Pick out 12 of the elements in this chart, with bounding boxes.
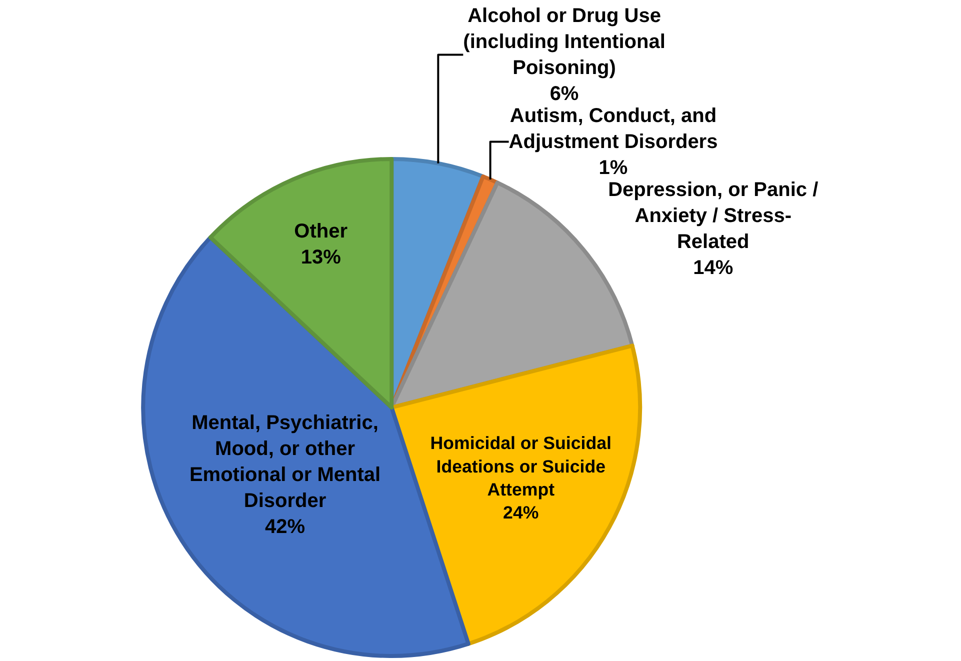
data-label: 13% (300, 246, 342, 268)
data-label: 42% (265, 516, 306, 538)
slice-label: Depression, or Panic / Anxiety / Stress-Related (608, 178, 819, 253)
data-label: 24% (503, 502, 539, 523)
slice-label: Homicidal or Suicidal Ideations or Suicide Attempt (430, 433, 612, 500)
slice-label: Autism, Conduct, and Adjustment Disorders (508, 104, 718, 153)
data-label: 14% (693, 256, 734, 279)
slice-label: Alcohol or Drug Use (including Intentional Poisoning) (463, 4, 666, 79)
slice-label: Other (294, 220, 348, 242)
slice-label: Mental, Psychiatric, Mood, or other Emotional or Mental Disorder (189, 412, 381, 512)
data-label: 6% (550, 82, 579, 105)
data-label: 1% (598, 156, 628, 179)
